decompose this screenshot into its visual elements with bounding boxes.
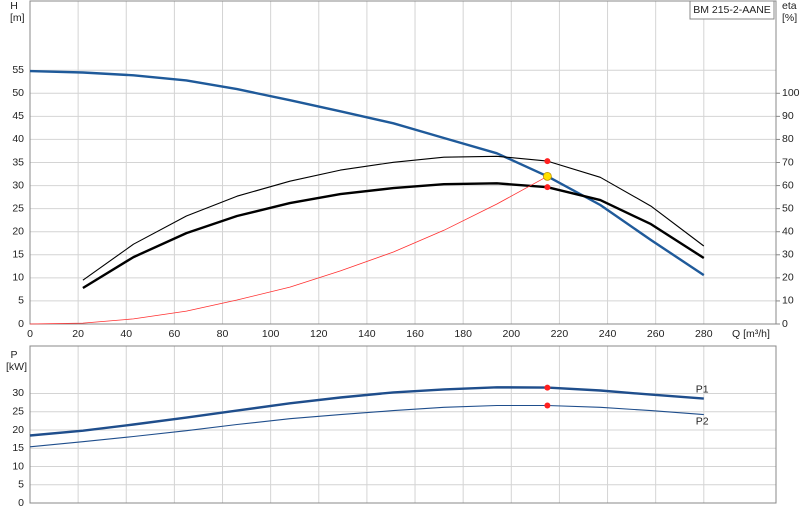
x-tick-label: 280 [695, 328, 713, 340]
y-tick-label: 25 [12, 406, 24, 418]
y2-tick-label: 20 [782, 272, 794, 284]
x-tick-label: 260 [647, 328, 665, 340]
y-tick-label: 30 [12, 387, 24, 399]
y-tick-label: 45 [12, 110, 24, 122]
series-label: P1 [696, 383, 709, 395]
y-tick-label: 0 [18, 318, 24, 330]
y-tick-label: 15 [12, 249, 24, 261]
y2-tick-label: 90 [782, 110, 794, 122]
x-tick-label: 60 [169, 328, 181, 340]
y-tick-label: 50 [12, 87, 24, 99]
y2-tick-label: 40 [782, 225, 794, 237]
y2-axis-label: eta [782, 0, 797, 12]
plot-area [30, 346, 776, 503]
y-axis-unit: [m] [10, 12, 25, 24]
y2-tick-label: 50 [782, 202, 794, 214]
y-tick-label: 0 [18, 497, 24, 509]
operating-point [544, 384, 551, 391]
x-tick-label: 100 [262, 328, 280, 340]
chart-title: BM 215-2-AANE [693, 4, 771, 16]
operating-point [544, 158, 551, 165]
series-line [29, 386, 704, 437]
y-tick-label: 30 [12, 179, 24, 191]
plot-frame [29, 0, 777, 325]
title-box [689, 0, 775, 20]
y2-tick-label: 30 [782, 249, 794, 261]
x-tick-label: 0 [27, 328, 33, 340]
operating-point [544, 402, 551, 409]
x-tick-label: 80 [217, 328, 229, 340]
y2-tick-label: 80 [782, 133, 794, 145]
y-tick-label: 35 [12, 156, 24, 168]
y-tick-label: 40 [12, 133, 24, 145]
series-line [82, 182, 705, 290]
series-line [29, 404, 704, 448]
plot-frame [29, 345, 777, 504]
series-line [82, 155, 705, 281]
x-tick-label: 200 [503, 328, 521, 340]
y-tick-label: 25 [12, 202, 24, 214]
y-tick-label: 5 [18, 295, 24, 307]
x-tick-label: 240 [599, 328, 617, 340]
x-tick-label: 140 [358, 328, 376, 340]
y-tick-label: 15 [12, 442, 24, 454]
y-tick-label: 10 [12, 272, 24, 284]
y-axis-unit: [kW] [6, 361, 27, 373]
x-tick-label: 120 [310, 328, 328, 340]
series-label: P2 [696, 415, 709, 427]
y-tick-label: 10 [12, 460, 24, 472]
y-tick-label: 20 [12, 424, 24, 436]
y-tick-label: 5 [18, 479, 24, 491]
series-line [29, 69, 705, 277]
x-tick-label: 180 [454, 328, 472, 340]
x-tick-label: 220 [551, 328, 569, 340]
y-tick-label: 20 [12, 225, 24, 237]
y2-axis-unit: [%] [782, 12, 797, 24]
x-tick-label: 40 [120, 328, 132, 340]
x-label-bg [728, 327, 774, 341]
x-tick-label: 160 [406, 328, 424, 340]
operating-point [542, 171, 552, 181]
x-axis-label: Q [m³/h] [732, 328, 770, 340]
x-tick-label: 20 [72, 328, 84, 340]
y2-tick-label: 100 [782, 87, 800, 99]
y2-tick-label: 70 [782, 156, 794, 168]
series-line [29, 175, 548, 325]
y2-tick-label: 60 [782, 179, 794, 191]
y-axis-label: H [10, 0, 18, 12]
y2-tick-label: 10 [782, 295, 794, 307]
y-tick-label: 55 [12, 64, 24, 76]
y-axis-label: P [10, 349, 17, 361]
y2-tick-label: 0 [782, 318, 788, 330]
operating-point [544, 184, 551, 191]
